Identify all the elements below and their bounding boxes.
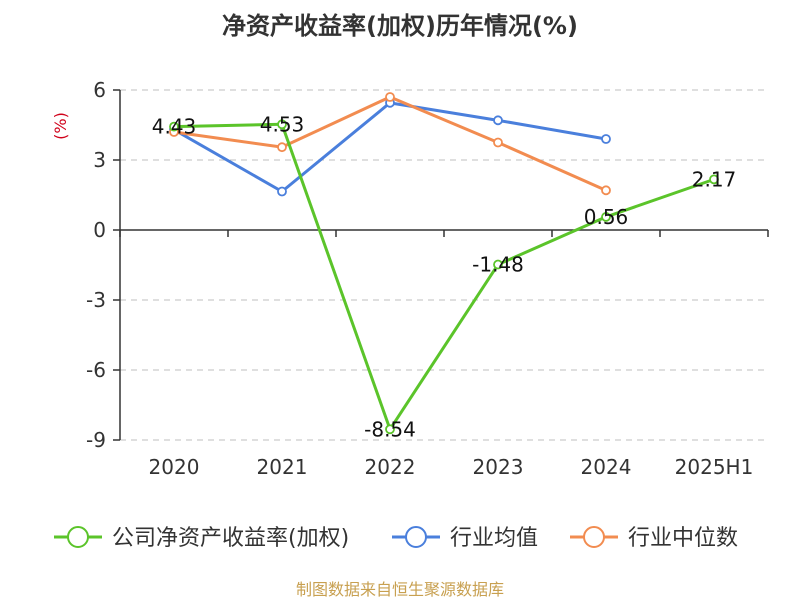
data-point [277,119,287,130]
data-point [385,92,395,102]
data-point [601,212,611,222]
x-tick-label: 2023 [473,455,524,479]
series-line-1 [173,101,607,193]
legend-swatch-marker [405,526,427,548]
x-tick-label: 2020 [149,455,200,479]
y-tick-label: -3 [86,288,106,312]
y-tick-label: 0 [93,218,106,242]
data-label: 4.53 [260,112,305,136]
x-tick-label: 2025H1 [675,455,754,479]
data-point [385,424,395,435]
data-label: 2.17 [692,167,737,191]
data-label: 4.43 [152,115,197,139]
data-point [277,186,287,197]
y-tick-label: 3 [93,148,106,172]
y-tick-label: -6 [86,358,106,382]
data-point [709,174,719,185]
legend-label: 行业均值 [450,526,538,551]
legend-swatch-marker [583,526,605,548]
data-source-note: 制图数据来自恒生聚源数据库 [296,580,504,599]
data-point [493,137,503,148]
series-line-0 [173,122,715,431]
data-label: 0.56 [584,205,629,229]
data-point [601,134,611,144]
legend-label: 行业中位数 [628,526,738,551]
x-tick-label: 2021 [257,455,308,479]
data-label: -8.54 [364,417,416,441]
legend-label: 公司净资产收益率(加权) [112,526,349,551]
x-tick-label: 2024 [581,455,632,479]
data-point [493,115,503,126]
y-tick-label: 6 [93,78,106,102]
data-label: -1.48 [472,253,524,277]
y-tick-label: -9 [86,428,106,452]
data-point [493,259,503,270]
data-point [169,121,179,132]
data-point [277,142,287,153]
series-line-2 [173,95,607,192]
x-tick-label: 2022 [365,455,416,479]
legend-swatch-marker [67,526,89,548]
data-point [601,185,611,196]
chart-title: 净资产收益率(加权)历年情况(%) [222,12,578,40]
y-axis-label: (%) [51,112,70,140]
